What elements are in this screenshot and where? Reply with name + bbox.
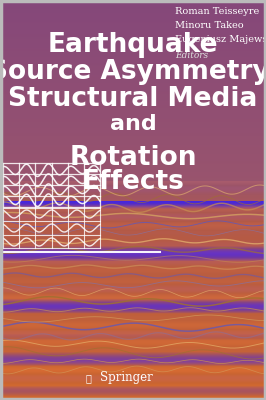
Text: Minoru Takeo: Minoru Takeo bbox=[175, 22, 244, 30]
Text: Editors: Editors bbox=[175, 52, 208, 60]
Text: Ⓜ: Ⓜ bbox=[85, 373, 91, 383]
Text: Springer: Springer bbox=[100, 372, 153, 384]
Text: Structural Media: Structural Media bbox=[8, 86, 258, 112]
Text: Earthquake: Earthquake bbox=[48, 32, 218, 58]
Text: Source Asymmetry,: Source Asymmetry, bbox=[0, 59, 266, 85]
Text: Rotation: Rotation bbox=[69, 145, 197, 171]
Text: Roman Teisseyre: Roman Teisseyre bbox=[175, 8, 259, 16]
Text: Effects: Effects bbox=[82, 169, 184, 195]
Text: Eugeniusz Majewski: Eugeniusz Majewski bbox=[175, 36, 266, 44]
Text: and: and bbox=[110, 114, 156, 134]
